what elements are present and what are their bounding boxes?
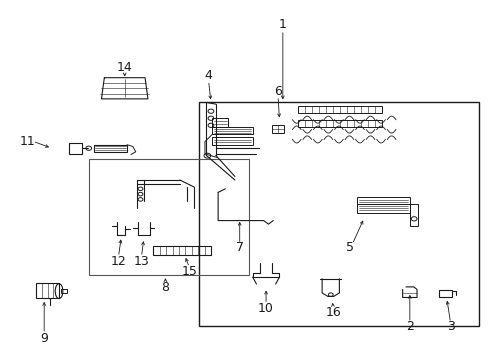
Bar	[199, 102, 478, 327]
Bar	[68, 143, 82, 154]
Bar	[356, 198, 409, 204]
Bar	[212, 127, 252, 135]
Bar	[89, 159, 249, 275]
Text: 13: 13	[133, 255, 149, 267]
Text: 15: 15	[181, 265, 197, 278]
Text: 4: 4	[204, 69, 212, 82]
Bar	[212, 137, 252, 145]
Bar	[93, 145, 127, 153]
Bar	[409, 204, 418, 226]
Text: 5: 5	[345, 240, 353, 253]
Bar	[298, 120, 382, 127]
Text: 7: 7	[235, 240, 243, 253]
Text: 11: 11	[20, 135, 36, 148]
Bar	[356, 204, 409, 213]
Bar	[298, 105, 382, 113]
Text: 8: 8	[161, 281, 169, 294]
Bar	[212, 118, 228, 127]
Text: 6: 6	[274, 85, 282, 98]
Bar	[438, 290, 451, 297]
Text: 12: 12	[110, 255, 126, 267]
Text: 10: 10	[258, 302, 273, 315]
Bar	[153, 246, 210, 255]
Text: 14: 14	[117, 60, 132, 73]
Text: 16: 16	[325, 306, 340, 319]
Text: 3: 3	[446, 320, 453, 333]
Bar	[61, 289, 66, 293]
Bar	[36, 283, 59, 298]
Text: 1: 1	[278, 18, 286, 31]
Text: 2: 2	[405, 320, 413, 333]
Text: 9: 9	[40, 332, 48, 345]
Bar	[272, 125, 283, 133]
